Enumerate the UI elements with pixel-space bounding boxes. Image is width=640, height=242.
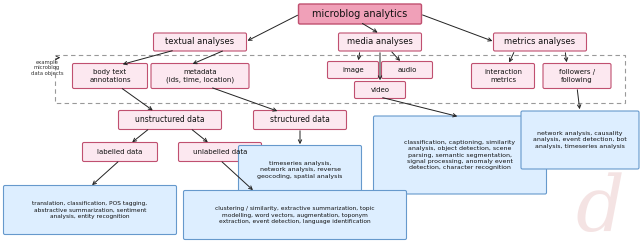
FancyBboxPatch shape	[374, 116, 547, 194]
FancyBboxPatch shape	[154, 33, 246, 51]
FancyBboxPatch shape	[493, 33, 586, 51]
Text: video: video	[371, 87, 390, 93]
FancyBboxPatch shape	[521, 111, 639, 169]
FancyBboxPatch shape	[253, 111, 346, 129]
FancyBboxPatch shape	[339, 33, 422, 51]
Text: microblog analytics: microblog analytics	[312, 9, 408, 19]
FancyBboxPatch shape	[179, 143, 262, 161]
Text: audio: audio	[397, 67, 417, 73]
Text: translation, classification, POS tagging,
abstractive summarization, sentiment
a: translation, classification, POS tagging…	[33, 201, 148, 219]
Text: classification, captioning, similarity
analysis, object detection, scene
parsing: classification, captioning, similarity a…	[404, 140, 516, 170]
Text: metrics analyses: metrics analyses	[504, 38, 575, 46]
Text: labelled data: labelled data	[97, 149, 143, 155]
FancyBboxPatch shape	[381, 61, 433, 78]
Text: metadata
(ids, time, location): metadata (ids, time, location)	[166, 69, 234, 83]
Text: textual analyses: textual analyses	[165, 38, 235, 46]
FancyBboxPatch shape	[184, 190, 406, 240]
FancyBboxPatch shape	[298, 4, 422, 24]
FancyBboxPatch shape	[118, 111, 221, 129]
FancyBboxPatch shape	[83, 143, 157, 161]
Text: network analysis, causality
analysis, event detection, bot
analysis, timeseries : network analysis, causality analysis, ev…	[533, 131, 627, 149]
FancyBboxPatch shape	[151, 63, 249, 89]
Text: interaction
metrics: interaction metrics	[484, 69, 522, 83]
Text: timeseries analysis,
network analysis, reverse
geocoding, spatial analysis: timeseries analysis, network analysis, r…	[257, 161, 342, 179]
Text: unstructured data: unstructured data	[135, 115, 205, 124]
FancyBboxPatch shape	[543, 63, 611, 89]
FancyBboxPatch shape	[472, 63, 534, 89]
Text: media analyses: media analyses	[347, 38, 413, 46]
Bar	[55, 55, 625, 103]
Text: followers /
following: followers / following	[559, 69, 595, 83]
Text: clustering / similarity, extractive summarization, topic
modelling, word vectors: clustering / similarity, extractive summ…	[215, 206, 375, 224]
Text: body text
annotations: body text annotations	[89, 69, 131, 83]
FancyBboxPatch shape	[3, 186, 177, 234]
FancyBboxPatch shape	[328, 61, 378, 78]
Text: image: image	[342, 67, 364, 73]
Text: structured data: structured data	[270, 115, 330, 124]
Text: unlabelled data: unlabelled data	[193, 149, 247, 155]
FancyBboxPatch shape	[239, 145, 362, 195]
Text: example
microblog
data objects: example microblog data objects	[31, 60, 63, 76]
Text: d: d	[575, 173, 625, 242]
FancyBboxPatch shape	[72, 63, 147, 89]
FancyBboxPatch shape	[355, 82, 406, 98]
